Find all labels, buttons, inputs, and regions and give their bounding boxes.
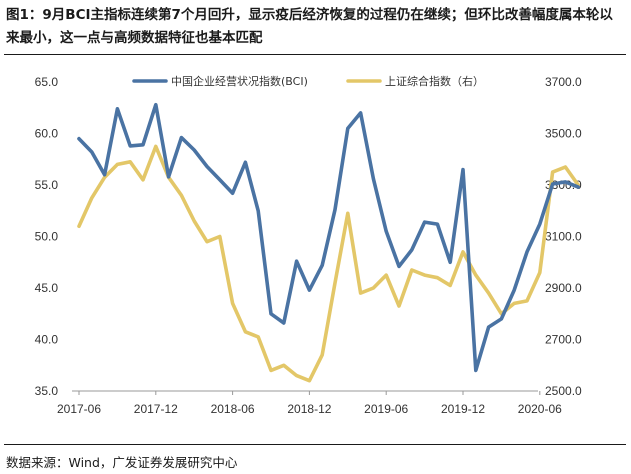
y-right-tick-label: 2700.0 (545, 333, 582, 347)
source-rule (4, 444, 626, 445)
y-right-tick-label: 3300.0 (545, 178, 582, 192)
y-left-tick-label: 60.0 (35, 127, 59, 141)
legend-label-bci: 中国企业经营状况指数(BCI) (171, 74, 308, 88)
y-left-tick-label: 40.0 (35, 333, 59, 347)
y-right-tick-label: 2900.0 (545, 281, 582, 295)
x-tick-label: 2017-06 (57, 402, 101, 416)
data-source-note: 数据来源：Wind，广发证券发展研究中心 (6, 455, 238, 470)
y-right-tick-label: 3700.0 (545, 75, 582, 89)
y-right-tick-label: 3500.0 (545, 127, 582, 141)
y-left-tick-label: 35.0 (35, 384, 59, 398)
axes: 35.0 40.0 45.0 50.0 55.0 60.0 65.0 2500.0 2700.0… (35, 75, 582, 416)
series-line-bci (77, 102, 581, 373)
y-left-tick-label: 45.0 (35, 281, 59, 295)
title-rule (4, 54, 626, 55)
x-tick-label: 2018-06 (211, 402, 255, 416)
series-line-szzs (77, 144, 581, 383)
legend-label-szzs: 上证综合指数（右） (385, 74, 484, 88)
x-tick-label: 2019-06 (364, 402, 408, 416)
y-left-tick-label: 55.0 (35, 178, 59, 192)
series-lines (77, 102, 581, 383)
y-right-tick-label: 2500.0 (545, 384, 582, 398)
figure-title: 图1：9月BCI主指标连续第7个月回升，显示疫后经济恢复的过程仍在继续；但环比改… (6, 7, 613, 46)
y-left-tick-label: 65.0 (35, 75, 59, 89)
x-tick-label: 2018-12 (287, 402, 331, 416)
x-tick-label: 2020-06 (518, 402, 562, 416)
y-right-tick-label: 3100.0 (545, 230, 582, 244)
y-left-tick-label: 50.0 (35, 230, 59, 244)
x-tick-label: 2019-12 (441, 402, 485, 416)
legend: 中国企业经营状况指数(BCI) 上证综合指数（右） (132, 74, 484, 88)
x-tick-label: 2017-12 (134, 402, 178, 416)
